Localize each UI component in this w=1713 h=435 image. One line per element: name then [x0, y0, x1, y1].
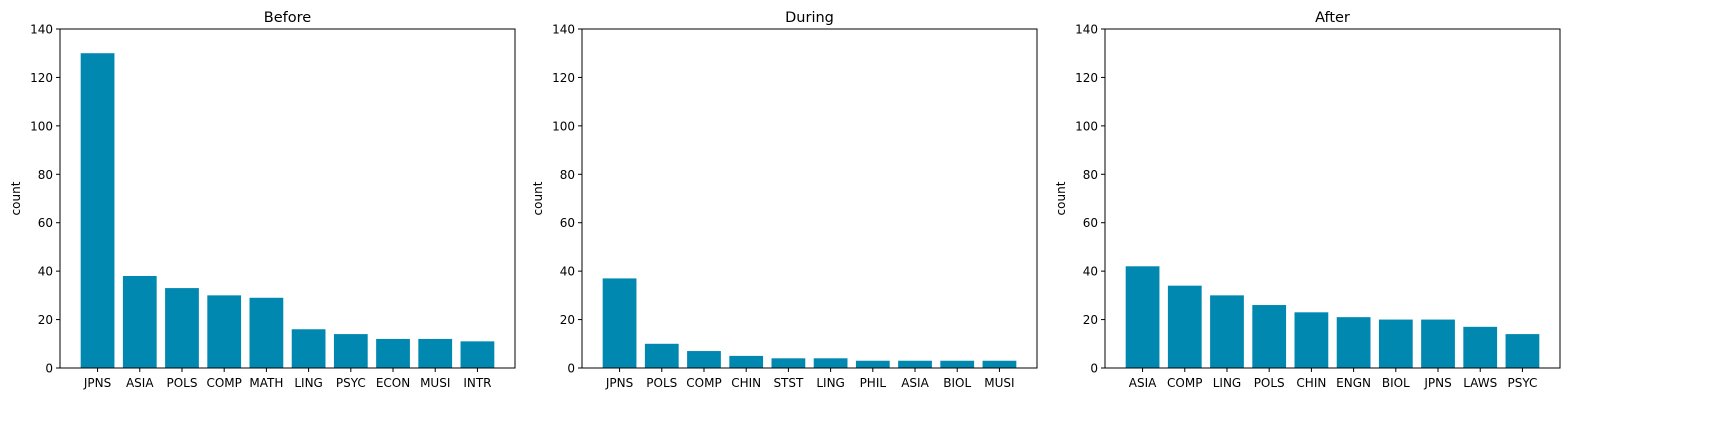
- y-tick-label: 20: [1083, 313, 1098, 327]
- y-tick-label: 80: [38, 168, 53, 182]
- y-tick-label: 60: [1083, 216, 1098, 230]
- x-tick-label: MUSI: [420, 376, 450, 390]
- x-tick-label: LING: [1213, 376, 1242, 390]
- x-tick-label: LING: [294, 376, 323, 390]
- chart-title: During: [785, 10, 834, 26]
- bar-asia: [122, 275, 157, 368]
- chart-title: Before: [264, 10, 311, 26]
- bar-chin: [729, 355, 764, 368]
- y-tick-label: 40: [1083, 265, 1098, 279]
- bar-ling: [1210, 295, 1244, 368]
- x-tick-label: COMP: [1167, 376, 1202, 390]
- bar-ling: [291, 329, 326, 368]
- bar-comp: [207, 295, 242, 368]
- x-tick-label: JPNS: [83, 376, 111, 390]
- bar-asia: [898, 360, 932, 368]
- bar-jpns: [1421, 319, 1455, 368]
- bar-asia: [1125, 266, 1160, 368]
- bar-jpns: [80, 53, 115, 369]
- y-tick-label: 80: [560, 168, 575, 182]
- x-tick-label: ASIA: [1129, 376, 1157, 390]
- x-tick-label: ECON: [376, 376, 410, 390]
- x-tick-label: COMP: [206, 376, 241, 390]
- x-tick-label: POLS: [1254, 376, 1285, 390]
- y-tick-label: 100: [552, 119, 575, 133]
- y-tick-label: 100: [1075, 119, 1098, 133]
- y-tick-label: 60: [38, 216, 53, 230]
- y-axis-label: count: [1054, 181, 1068, 215]
- bar-comp: [687, 351, 721, 368]
- bar-stst: [771, 358, 806, 368]
- y-axis-label: count: [531, 181, 545, 215]
- y-tick-label: 140: [552, 23, 575, 37]
- bar-phil: [855, 360, 890, 368]
- y-tick-label: 0: [1090, 362, 1098, 376]
- x-tick-label: INTR: [463, 376, 491, 390]
- y-tick-label: 0: [45, 362, 53, 376]
- bar-intr: [460, 341, 495, 368]
- x-tick-label: LAWS: [1463, 376, 1497, 390]
- x-tick-label: POLS: [166, 376, 197, 390]
- chart-title: After: [1315, 10, 1350, 26]
- x-tick-label: COMP: [686, 376, 721, 390]
- subplot-during: 0 20 40 60 80 100 120 140 JPNS POLS COMP CHIN STST LI…: [531, 10, 1038, 390]
- bar-biol: [1378, 319, 1413, 368]
- axes-frame: [1104, 28, 1561, 369]
- x-tick-label: ASIA: [901, 376, 929, 390]
- bar-chin: [1294, 312, 1329, 368]
- x-tick-label: STST: [773, 376, 804, 390]
- bar-laws: [1463, 326, 1498, 368]
- bar-ling: [813, 358, 848, 368]
- y-tick-label: 140: [30, 23, 53, 37]
- y-tick-label: 100: [30, 119, 53, 133]
- bar-jpns: [602, 278, 637, 368]
- bar-engn: [1336, 317, 1371, 368]
- x-tick-label: LING: [816, 376, 845, 390]
- axes-frame: [59, 28, 516, 369]
- y-tick-label: 40: [38, 265, 53, 279]
- bar-comp: [1167, 285, 1202, 368]
- x-tick-label: CHIN: [731, 376, 761, 390]
- y-tick-label: 120: [30, 71, 53, 85]
- bar-math: [249, 297, 284, 368]
- x-tick-label: BIOL: [1382, 376, 1410, 390]
- axes-frame: [581, 28, 1038, 369]
- x-tick-label: JPNS: [1423, 376, 1451, 390]
- bar-pols: [165, 288, 199, 368]
- x-tick-label: ENGN: [1336, 376, 1371, 390]
- x-tick-label: BIOL: [943, 376, 971, 390]
- y-tick-label: 80: [1083, 168, 1098, 182]
- bar-pols: [1252, 305, 1287, 368]
- y-tick-label: 60: [560, 216, 575, 230]
- x-tick-label: PHIL: [860, 376, 887, 390]
- subplot-after: 0 20 40 60 80 100 120 140 ASIA COMP LING POLS CHIN EN…: [1054, 10, 1561, 390]
- y-tick-label: 120: [1075, 71, 1098, 85]
- x-tick-label: ASIA: [126, 376, 154, 390]
- bar-psyc: [333, 334, 368, 368]
- x-tick-label: PSYC: [1507, 376, 1537, 390]
- y-tick-label: 20: [560, 313, 575, 327]
- bar-musi: [982, 360, 1017, 368]
- bar-econ: [376, 338, 410, 368]
- x-tick-label: PSYC: [336, 376, 366, 390]
- x-tick-label: CHIN: [1296, 376, 1326, 390]
- y-tick-label: 120: [552, 71, 575, 85]
- bar-biol: [940, 360, 975, 368]
- y-tick-label: 40: [560, 265, 575, 279]
- x-tick-label: JPNS: [605, 376, 633, 390]
- y-tick-label: 140: [1075, 23, 1098, 37]
- bar-musi: [418, 338, 453, 368]
- subplot-before: 0 20 40 60 80 100 120 140 JPNS ASIA POLS COMP MATH LI…: [9, 10, 516, 390]
- x-tick-label: MUSI: [984, 376, 1014, 390]
- y-tick-label: 0: [567, 362, 575, 376]
- x-tick-label: MATH: [249, 376, 283, 390]
- bar-pols: [644, 343, 679, 368]
- y-tick-label: 20: [38, 313, 53, 327]
- bar-psyc: [1505, 334, 1540, 368]
- x-tick-label: POLS: [646, 376, 677, 390]
- y-axis-label: count: [9, 181, 23, 215]
